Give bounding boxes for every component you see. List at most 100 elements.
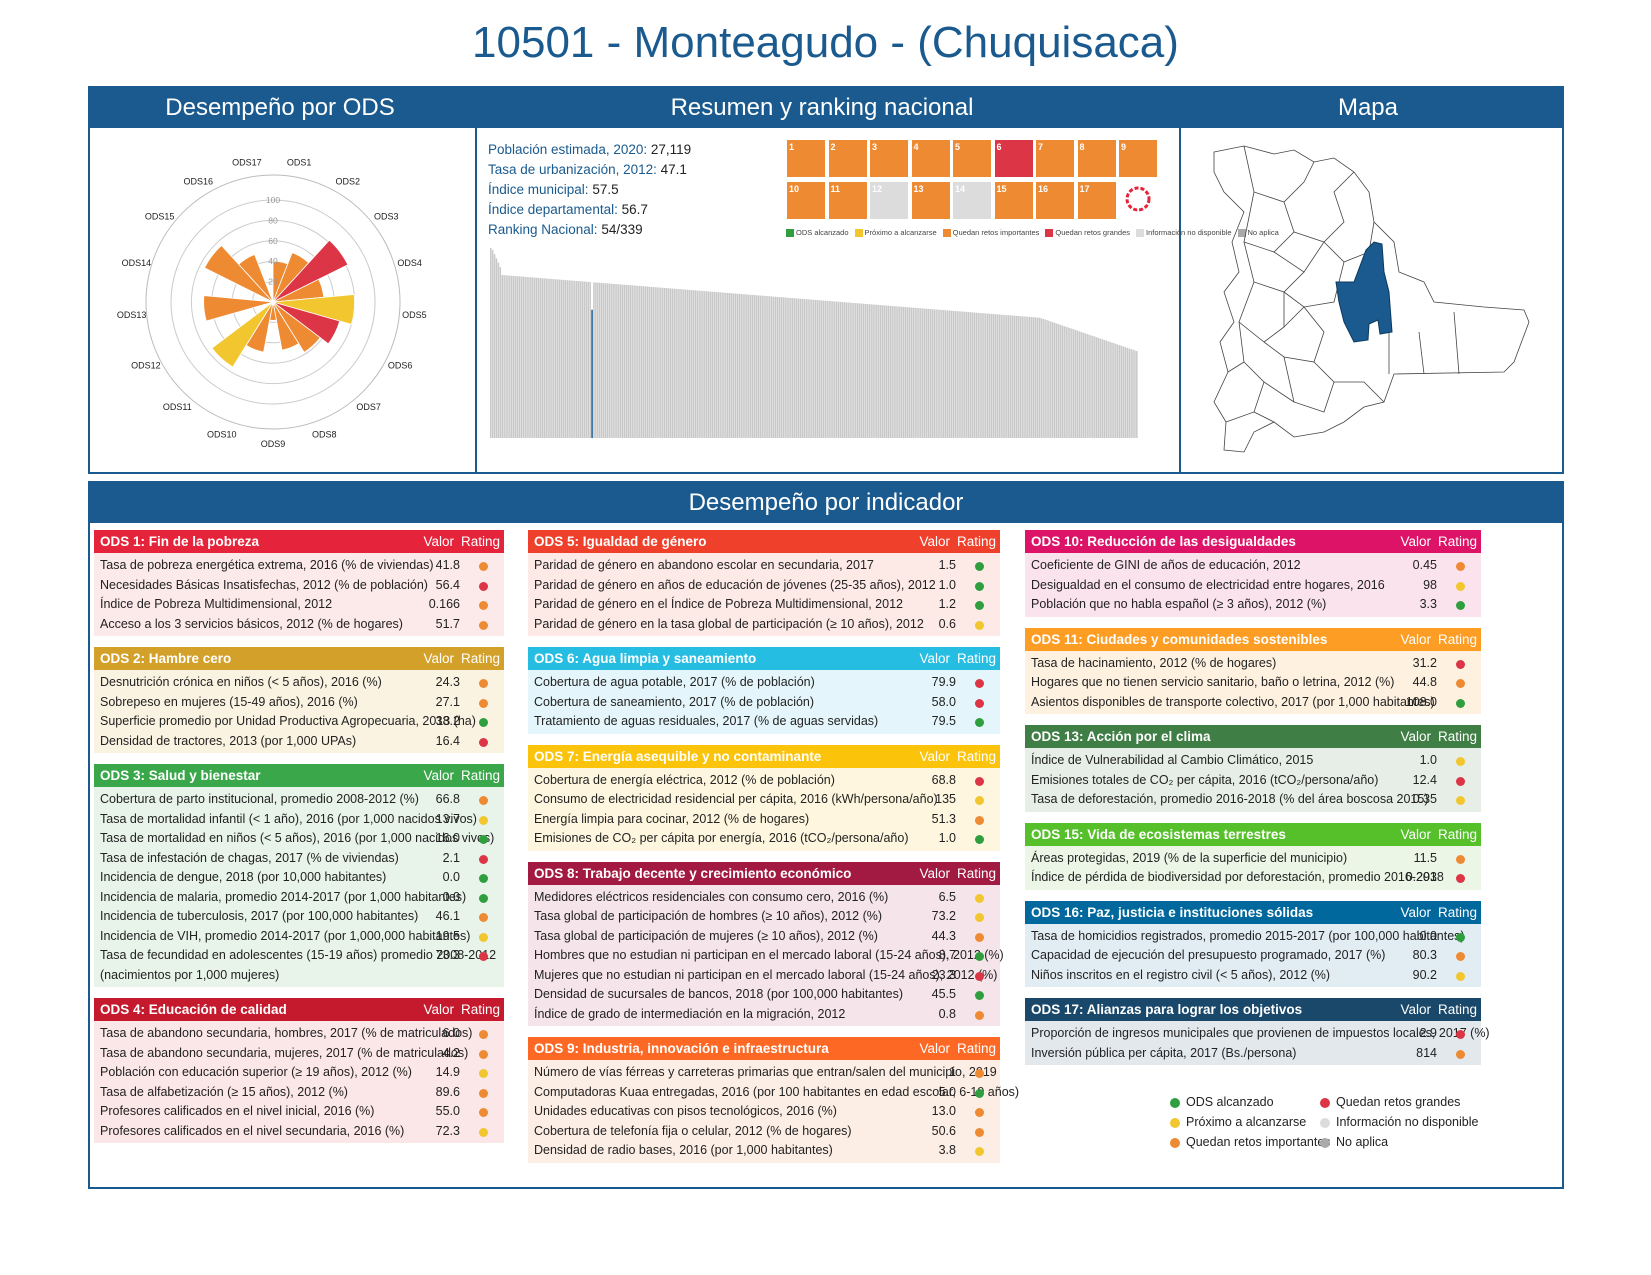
valor-header: Valor <box>423 768 454 783</box>
ranking-bar <box>897 306 899 438</box>
ods-block-title: ODS 5: Igualdad de género <box>534 534 707 549</box>
rating-dot <box>1456 952 1465 961</box>
ods-block-title: ODS 11: Ciudades y comunidades sostenibl… <box>1031 631 1328 647</box>
ranking-bar <box>1088 334 1090 438</box>
indicator-value: 41.8 <box>435 558 460 572</box>
top-panel-header: Desempeño por ODS Resumen y ranking naci… <box>90 88 1562 128</box>
indicator-value: 6.5 <box>938 889 956 904</box>
ranking-bar <box>813 299 815 438</box>
ranking-bar <box>985 313 987 438</box>
ranking-bar <box>589 282 591 438</box>
national-ranking-chart <box>490 248 1138 438</box>
indicator-label: Número de vías férreas y carreteras prim… <box>534 1065 997 1079</box>
rating-dot <box>479 874 488 883</box>
ranking-bar <box>899 306 901 438</box>
polar-bar-ods3 <box>272 239 349 303</box>
indicator-label: Paridad de género en años de educación d… <box>534 577 936 592</box>
ranking-bar <box>805 299 807 438</box>
rating-header: Rating <box>956 748 996 764</box>
ranking-bar <box>964 311 966 438</box>
indicator-row: Profesores calificados en el nivel inici… <box>94 1102 504 1122</box>
rating-dot <box>479 737 488 747</box>
ranking-bar <box>512 275 515 438</box>
indicator-label: Unidades educativas con pisos tecnológic… <box>534 1104 837 1118</box>
ranking-bar <box>497 262 500 438</box>
indicator-label: Coeficiente de GINI de años de educación… <box>1031 558 1301 572</box>
polar-category-label: ODS9 <box>261 439 286 449</box>
ranking-bar <box>814 299 817 438</box>
indicator-label: Tasa global de participación de mujeres … <box>534 928 878 943</box>
divider <box>1179 128 1181 472</box>
rating-dot <box>975 776 984 786</box>
polar-category-label: ODS6 <box>388 360 413 370</box>
ranking-bar <box>1009 315 1012 438</box>
ranking-bar <box>839 301 842 438</box>
indicator-value: 16.4 <box>435 733 460 748</box>
indicator-row: Capacidad de ejecución del presupuesto p… <box>1025 946 1481 966</box>
ranking-bar <box>612 283 614 438</box>
indicator-row: Densidad de radio bases, 2016 (por 1,000… <box>528 1141 1000 1161</box>
indicator-value: 1.0 <box>938 831 956 845</box>
ods-block-body: Tasa de pobreza energética extrema, 2016… <box>94 553 504 636</box>
rating-legend-item: No aplica <box>1320 1135 1388 1149</box>
ods-block-header: ODS 1: Fin de la pobreza Valor Rating <box>94 530 504 553</box>
map-border <box>1263 306 1325 363</box>
ranking-bar <box>688 289 691 438</box>
ranking-bar <box>837 301 840 438</box>
indicator-label: Cobertura de saneamiento, 2017 (% de pob… <box>534 694 815 709</box>
ranking-bar <box>862 303 865 438</box>
ranking-bar <box>1105 340 1108 438</box>
ranking-bar <box>969 312 972 438</box>
sdg-legend-item: Quedan retos grandes <box>1039 228 1130 238</box>
indicator-row: Cobertura de parto institucional, promed… <box>94 790 504 810</box>
ranking-bar <box>910 307 913 438</box>
rating-dot <box>975 679 984 688</box>
ranking-bar <box>788 297 790 438</box>
indicator-label: Cobertura de parto institucional, promed… <box>100 792 419 806</box>
polar-category-label: ODS5 <box>402 310 427 320</box>
ods-block-title: ODS 16: Paz, justicia e instituciones só… <box>1031 904 1314 920</box>
ranking-bar <box>528 277 530 438</box>
ranking-bar <box>878 304 880 438</box>
ods-block: ODS 5: Igualdad de género Valor Rating Pari… <box>528 530 1000 636</box>
ranking-bar <box>1032 317 1035 438</box>
indicator-value: 0.0 <box>442 889 460 904</box>
ods-block-title: ODS 9: Industria, innovación e infraestr… <box>534 1041 829 1056</box>
ranking-bar <box>652 287 654 438</box>
ods-block-header: ODS 16: Paz, justicia e instituciones só… <box>1025 900 1481 924</box>
polar-bar-ods5 <box>272 294 355 325</box>
indicator-row: Tasa de abandono secundaria, mujeres, 20… <box>94 1044 504 1064</box>
indicator-label: Consumo de electricidad residencial per … <box>534 792 938 806</box>
ranking-bar <box>717 292 719 438</box>
ranking-bar <box>1071 328 1073 438</box>
rating-dot <box>975 952 984 961</box>
map-border <box>1243 145 1315 203</box>
ranking-bar <box>1057 324 1060 438</box>
sdg-tile-12: 12 <box>870 182 908 219</box>
indicator-value: 3.3 <box>1419 597 1437 611</box>
ranking-bar <box>876 304 878 438</box>
ranking-bar <box>723 292 725 438</box>
ods-block: ODS 4: Educación de calidad Valor Rating Ta… <box>94 998 504 1143</box>
ranking-bar <box>1080 332 1083 438</box>
ranking-bar <box>786 297 788 438</box>
ranking-bar <box>715 292 718 438</box>
ranking-bar <box>1002 314 1004 438</box>
polar-tick-label: 80 <box>268 215 278 225</box>
ranking-bar <box>820 300 823 438</box>
ranking-bar <box>948 310 951 438</box>
indicator-label: Tasa de mortalidad en niños (< 5 años), … <box>100 831 495 845</box>
indicator-row: Emisiones de CO₂ per cápita por energía,… <box>528 829 1000 849</box>
ods-block-title: ODS 3: Salud y bienestar <box>100 768 261 783</box>
rating-dot <box>479 1049 488 1059</box>
indicator-row: Sobrepeso en mujeres (15-49 años), 2016 … <box>94 693 504 713</box>
rating-dot <box>975 1147 984 1156</box>
sdg-tile-4: 4 <box>911 140 950 177</box>
rating-legend-item: Próximo a alcanzarse <box>1170 1115 1306 1129</box>
indicator-row: Tasa de alfabetización (≥ 15 años), 2012… <box>94 1083 504 1103</box>
indicator-row: Incidencia de VIH, promedio 2014-2017 (p… <box>94 927 504 947</box>
ranking-bar <box>551 278 553 438</box>
rating-dot <box>479 679 488 688</box>
ranking-bar <box>1118 345 1121 438</box>
ranking-bar <box>1048 320 1050 438</box>
